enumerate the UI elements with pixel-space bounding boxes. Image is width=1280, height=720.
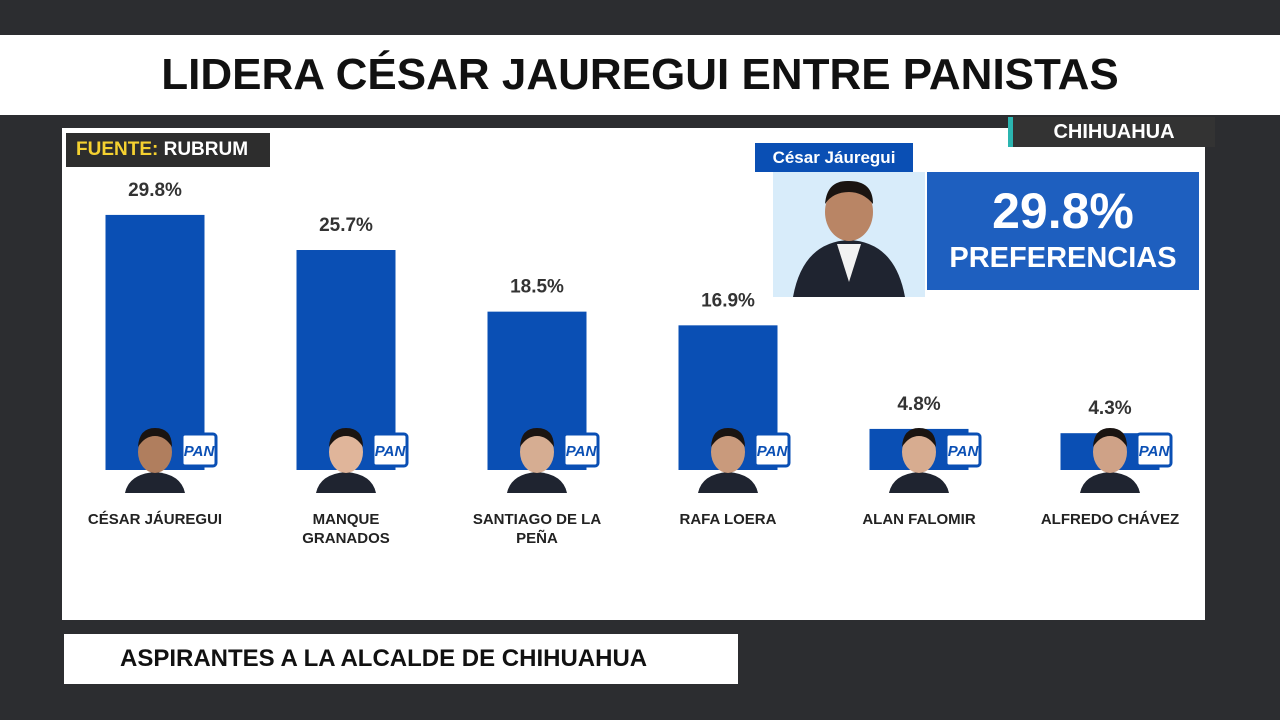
portrait-hair xyxy=(1093,428,1127,447)
portrait-face xyxy=(1093,431,1127,473)
portrait-hair xyxy=(711,428,745,447)
highlight-box: 29.8% PREFERENCIAS xyxy=(927,172,1199,290)
party-logo xyxy=(753,432,791,468)
value-label: 18.5% xyxy=(510,277,564,298)
headline: LIDERA CÉSAR JAUREGUI ENTRE PANISTAS xyxy=(0,35,1280,115)
portrait-face xyxy=(138,431,172,473)
source-label: FUENTE: xyxy=(76,139,159,160)
highlight-name: César Jáuregui xyxy=(755,143,913,172)
portrait-hair xyxy=(520,428,554,447)
portrait-body xyxy=(316,472,376,493)
party-logo xyxy=(180,432,218,468)
category-label: ALAN FALOMIR xyxy=(862,511,976,528)
portrait-hair xyxy=(329,428,363,447)
candidate-photo xyxy=(507,428,567,493)
highlight-caption: PREFERENCIAS xyxy=(949,242,1177,274)
portrait xyxy=(793,180,905,297)
value-label: 29.8% xyxy=(128,180,182,201)
category-label: ALFREDO CHÁVEZ xyxy=(1040,511,1180,528)
source-name: RUBRUM xyxy=(163,139,249,160)
bar xyxy=(105,214,205,470)
portrait-body xyxy=(507,472,567,493)
category-label: CÉSAR JÁUREGUI xyxy=(87,511,223,528)
candidate-photo xyxy=(125,428,185,493)
portrait-face xyxy=(902,431,936,473)
portrait-hair xyxy=(138,428,172,447)
highlight-value: 29.8% xyxy=(992,183,1134,239)
portrait-body xyxy=(698,472,758,493)
value-label: 4.8% xyxy=(897,394,940,415)
portrait-face xyxy=(329,431,363,473)
category-label: SANTIAGO DE LA PEÑA xyxy=(472,511,602,547)
party-logo-text: PAN xyxy=(757,443,789,460)
party-logo-text: PAN xyxy=(948,443,980,460)
candidate-photo xyxy=(889,428,949,493)
source-box: FUENTE: RUBRUM xyxy=(66,133,270,167)
portrait-hair xyxy=(902,428,936,447)
party-logo xyxy=(1135,432,1173,468)
party-logo xyxy=(562,432,600,468)
candidate-photo xyxy=(1080,428,1140,493)
party-logo xyxy=(371,432,409,468)
value-label: 4.3% xyxy=(1088,398,1131,419)
portrait-body xyxy=(1080,472,1140,493)
party-logo-text: PAN xyxy=(184,443,216,460)
portrait-body xyxy=(889,472,949,493)
category-label: MANQUE GRANADOS xyxy=(302,511,390,547)
region-tag: CHIHUAHUA xyxy=(1008,117,1215,147)
portrait-body xyxy=(125,472,185,493)
party-logo-text: PAN xyxy=(375,443,407,460)
portrait-face xyxy=(520,431,554,473)
value-label: 25.7% xyxy=(319,215,373,236)
candidate-photo xyxy=(316,428,376,493)
party-logo xyxy=(944,432,982,468)
highlight-photo xyxy=(773,172,925,297)
candidate-photo xyxy=(698,428,758,493)
category-label: RAFA LOERA xyxy=(679,511,777,528)
footer-caption: ASPIRANTES A LA ALCALDE DE CHIHUAHUA xyxy=(64,634,738,684)
party-logo-text: PAN xyxy=(566,443,598,460)
portrait-face xyxy=(711,431,745,473)
value-label: 16.9% xyxy=(701,290,755,311)
party-logo-text: PAN xyxy=(1139,443,1171,460)
